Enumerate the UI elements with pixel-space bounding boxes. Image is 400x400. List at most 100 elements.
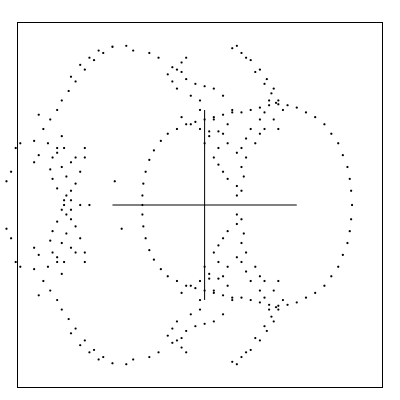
data-point — [277, 127, 280, 131]
data-point — [217, 146, 220, 150]
data-point — [235, 256, 238, 259]
data-point — [5, 227, 8, 230]
data-point — [56, 187, 59, 190]
data-point — [235, 151, 238, 154]
data-point — [258, 339, 261, 342]
data-point — [74, 182, 77, 185]
data-point — [240, 189, 243, 192]
data-point — [132, 358, 135, 361]
data-point — [231, 47, 234, 50]
data-point — [265, 329, 268, 333]
data-point — [194, 82, 197, 85]
data-point — [235, 363, 238, 366]
data-point — [141, 194, 144, 197]
data-point — [240, 296, 243, 299]
data-point — [258, 301, 261, 304]
data-point — [74, 80, 77, 83]
data-point — [37, 113, 40, 116]
points-layer — [5, 44, 354, 366]
data-point — [166, 275, 169, 278]
data-point — [102, 51, 105, 55]
data-point — [221, 113, 225, 116]
data-point — [263, 279, 266, 283]
data-point — [148, 158, 151, 161]
data-point — [272, 118, 275, 121]
data-point — [323, 123, 326, 126]
data-point — [141, 203, 144, 207]
data-point — [277, 279, 280, 283]
data-point — [221, 313, 225, 316]
data-point — [171, 80, 174, 83]
data-point — [208, 277, 211, 280]
data-point — [166, 334, 169, 337]
data-point — [69, 199, 73, 202]
data-point — [242, 232, 245, 235]
data-point — [74, 225, 77, 228]
data-point — [203, 322, 206, 325]
data-point — [152, 258, 156, 261]
data-point — [51, 156, 54, 159]
data-point — [217, 260, 220, 264]
data-point — [62, 260, 66, 264]
data-point — [274, 306, 278, 309]
data-point — [212, 156, 215, 159]
data-point — [180, 115, 183, 119]
data-point — [258, 118, 261, 121]
data-point — [244, 270, 248, 273]
data-point — [212, 87, 215, 90]
data-point — [142, 225, 145, 228]
data-point — [249, 298, 252, 302]
data-point — [348, 230, 351, 233]
data-point — [60, 208, 63, 211]
data-point — [240, 111, 243, 114]
data-point — [254, 265, 257, 268]
data-point — [142, 182, 145, 185]
data-point — [62, 203, 66, 207]
data-point — [272, 87, 275, 90]
data-point — [175, 68, 179, 71]
data-point — [56, 256, 59, 259]
data-point — [125, 363, 128, 366]
data-point — [69, 332, 73, 335]
data-point — [231, 296, 234, 299]
data-point — [49, 289, 52, 292]
data-point — [83, 251, 86, 254]
data-point — [120, 227, 123, 230]
data-point — [60, 99, 63, 102]
data-point — [240, 260, 243, 264]
data-point — [171, 66, 174, 69]
data-point — [102, 355, 105, 359]
data-point — [9, 237, 13, 240]
data-point — [346, 165, 349, 169]
data-point — [74, 327, 77, 330]
data-point — [258, 132, 261, 135]
data-point — [226, 265, 229, 268]
data-point — [79, 170, 82, 173]
data-point — [180, 336, 183, 340]
data-point — [350, 203, 354, 207]
data-point — [249, 127, 252, 131]
data-point — [46, 265, 50, 268]
data-point — [249, 58, 252, 62]
data-point — [212, 320, 215, 323]
data-point — [330, 132, 333, 135]
data-point — [341, 253, 344, 256]
data-point — [268, 303, 271, 306]
data-point — [180, 346, 183, 349]
data-point — [254, 70, 257, 74]
data-point — [226, 177, 229, 180]
data-point — [83, 68, 86, 71]
data-point — [141, 213, 144, 216]
data-point — [346, 241, 349, 245]
data-point — [185, 284, 188, 287]
data-point — [159, 139, 162, 142]
data-point — [69, 246, 73, 249]
data-point — [258, 289, 261, 292]
data-point — [212, 251, 215, 254]
data-point — [244, 156, 248, 159]
data-point — [19, 142, 22, 145]
data-point — [277, 308, 280, 311]
data-point — [240, 355, 243, 359]
data-point — [74, 251, 77, 254]
data-point — [295, 301, 298, 304]
